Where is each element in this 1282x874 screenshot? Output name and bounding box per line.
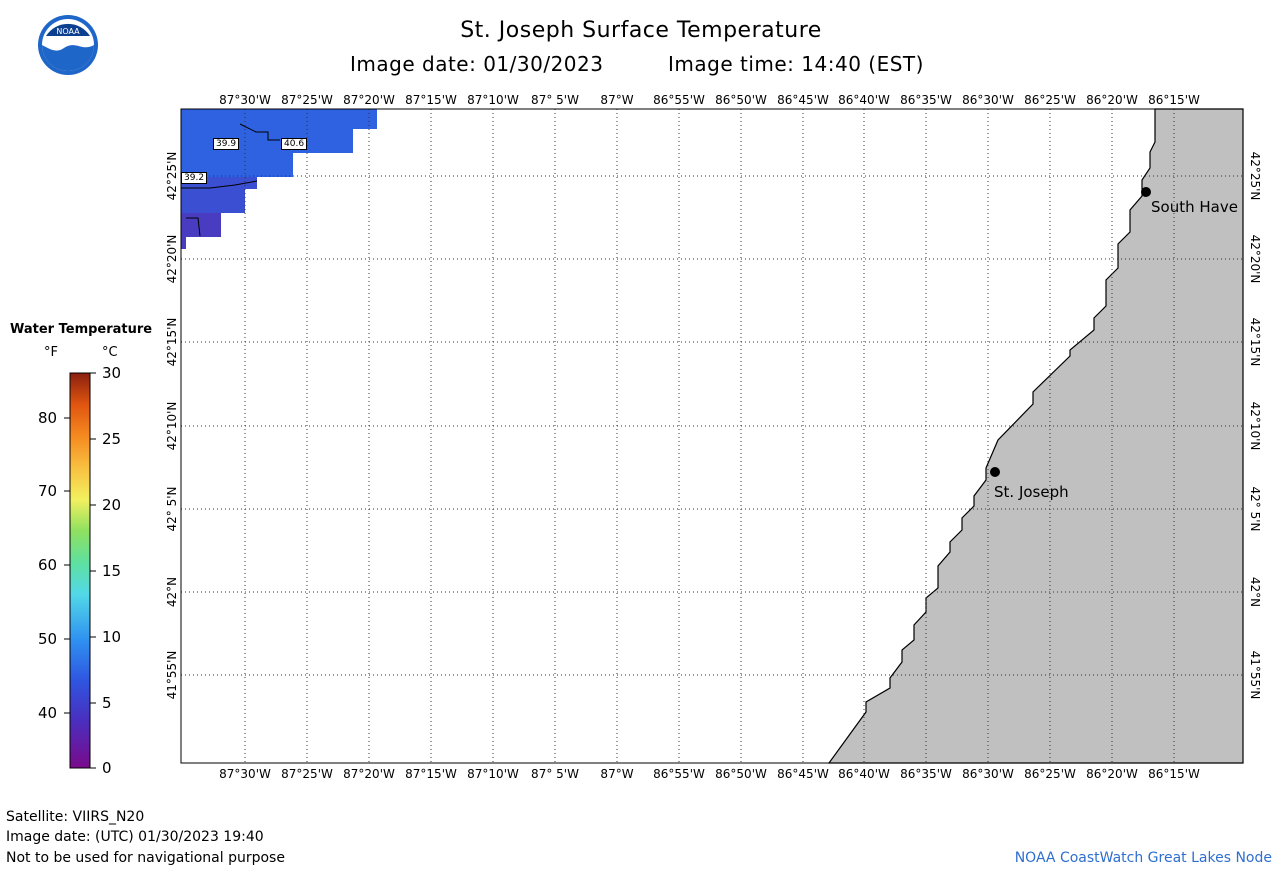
lon-label-bottom: 86°30'W — [962, 767, 1014, 781]
legend-tick-c: 25 — [102, 430, 122, 448]
legend-unit-c: °C — [102, 345, 118, 360]
lon-label-top: 87°25'W — [281, 93, 333, 107]
place-label-st-joseph: St. Joseph — [994, 483, 1069, 501]
satellite-info: Satellite: VIIRS_N20 — [6, 809, 145, 825]
legend-tick-c: 30 — [102, 364, 122, 382]
lon-label-bottom: 86°25'W — [1024, 767, 1076, 781]
lat-label-left: 41°55'N — [165, 650, 179, 700]
color-scale-bar — [64, 372, 96, 769]
image-time: Image time: 14:40 (EST) — [668, 52, 924, 76]
lat-label-left: 42°15'N — [165, 317, 179, 367]
credit-link[interactable]: NOAA CoastWatch Great Lakes Node — [1014, 850, 1272, 866]
lon-label-bottom: 86°20'W — [1086, 767, 1138, 781]
legend-tick-c: 0 — [102, 759, 112, 777]
lat-label-right: 42°N — [1248, 576, 1262, 608]
lon-label-top: 86°20'W — [1086, 93, 1138, 107]
legend-tick-c: 10 — [102, 628, 122, 646]
st-joseph-marker — [990, 467, 1000, 477]
lat-label-right: 42°15'N — [1248, 317, 1262, 367]
lon-label-bottom: 87°30'W — [219, 767, 271, 781]
utc-date-info: Image date: (UTC) 01/30/2023 19:40 — [6, 829, 264, 845]
lon-label-bottom: 87°W — [600, 767, 634, 781]
grid-lines — [181, 109, 1243, 763]
lon-label-top: 86°40'W — [838, 93, 890, 107]
lon-label-bottom: 86°55'W — [653, 767, 705, 781]
lon-label-bottom: 86°40'W — [838, 767, 890, 781]
isotherm-lines — [181, 123, 280, 237]
legend-tick-c: 20 — [102, 496, 122, 514]
legend-tick-f: 40 — [38, 704, 58, 722]
place-label-south-haven: South Have — [1151, 198, 1238, 216]
lon-label-top: 87° 5'W — [531, 93, 579, 107]
lon-label-bottom: 87°25'W — [281, 767, 333, 781]
lon-label-bottom: 87°20'W — [343, 767, 395, 781]
lat-label-left: 42°N — [165, 576, 179, 608]
legend-unit-f: °F — [44, 345, 58, 360]
lat-label-left: 42°10'N — [165, 401, 179, 451]
legend-tick-f: 80 — [38, 409, 58, 427]
lon-label-top: 86°35'W — [900, 93, 952, 107]
lat-label-right: 42°10'N — [1248, 401, 1262, 451]
lon-label-top: 86°30'W — [962, 93, 1014, 107]
lat-label-right: 41°55'N — [1248, 650, 1262, 700]
lon-label-top: 87°W — [600, 93, 634, 107]
legend-tick-f: 60 — [38, 556, 58, 574]
lat-label-right: 42°25'N — [1248, 151, 1262, 201]
lon-label-bottom: 87° 5'W — [531, 767, 579, 781]
legend-tick-c: 5 — [102, 694, 112, 712]
legend-tick-c: 15 — [102, 562, 122, 580]
lon-label-bottom: 86°15'W — [1148, 767, 1200, 781]
lon-label-bottom: 86°35'W — [900, 767, 952, 781]
lat-label-right: 42° 5'N — [1248, 486, 1262, 532]
logo-text: NOAA — [56, 27, 80, 36]
lon-label-top: 87°20'W — [343, 93, 395, 107]
lon-label-bottom: 86°50'W — [715, 767, 767, 781]
legend-title: Water Temperature — [10, 322, 153, 337]
lon-label-top: 86°55'W — [653, 93, 705, 107]
legend-tick-f: 70 — [38, 482, 58, 500]
lon-label-bottom: 87°10'W — [467, 767, 519, 781]
lon-label-top: 87°10'W — [467, 93, 519, 107]
sst-patch — [181, 109, 377, 249]
lon-label-top: 86°45'W — [777, 93, 829, 107]
disclaimer: Not to be used for navigational purpose — [6, 850, 285, 866]
legend-tick-f: 50 — [38, 630, 58, 648]
page-title: St. Joseph Surface Temperature — [460, 18, 822, 43]
lon-label-top: 87°30'W — [219, 93, 271, 107]
lon-label-bottom: 86°45'W — [777, 767, 829, 781]
image-date: Image date: 01/30/2023 — [350, 52, 604, 76]
noaa-logo-icon: NOAA — [38, 15, 98, 75]
land-mass — [827, 108, 1244, 764]
south-haven-marker — [1141, 187, 1151, 197]
isotherm-label: 39.2 — [181, 172, 208, 184]
lon-label-bottom: 87°15'W — [405, 767, 457, 781]
lon-label-top: 87°15'W — [405, 93, 457, 107]
lat-label-right: 42°20'N — [1248, 234, 1262, 284]
lat-label-left: 42° 5'N — [165, 486, 179, 532]
isotherm-label: 39.9 — [213, 138, 240, 150]
lon-label-top: 86°15'W — [1148, 93, 1200, 107]
isotherm-label: 40.6 — [281, 138, 308, 150]
lat-label-left: 42°20'N — [165, 234, 179, 284]
lon-label-top: 86°25'W — [1024, 93, 1076, 107]
lon-label-top: 86°50'W — [715, 93, 767, 107]
lat-label-left: 42°25'N — [165, 151, 179, 201]
map-frame — [180, 108, 1244, 764]
